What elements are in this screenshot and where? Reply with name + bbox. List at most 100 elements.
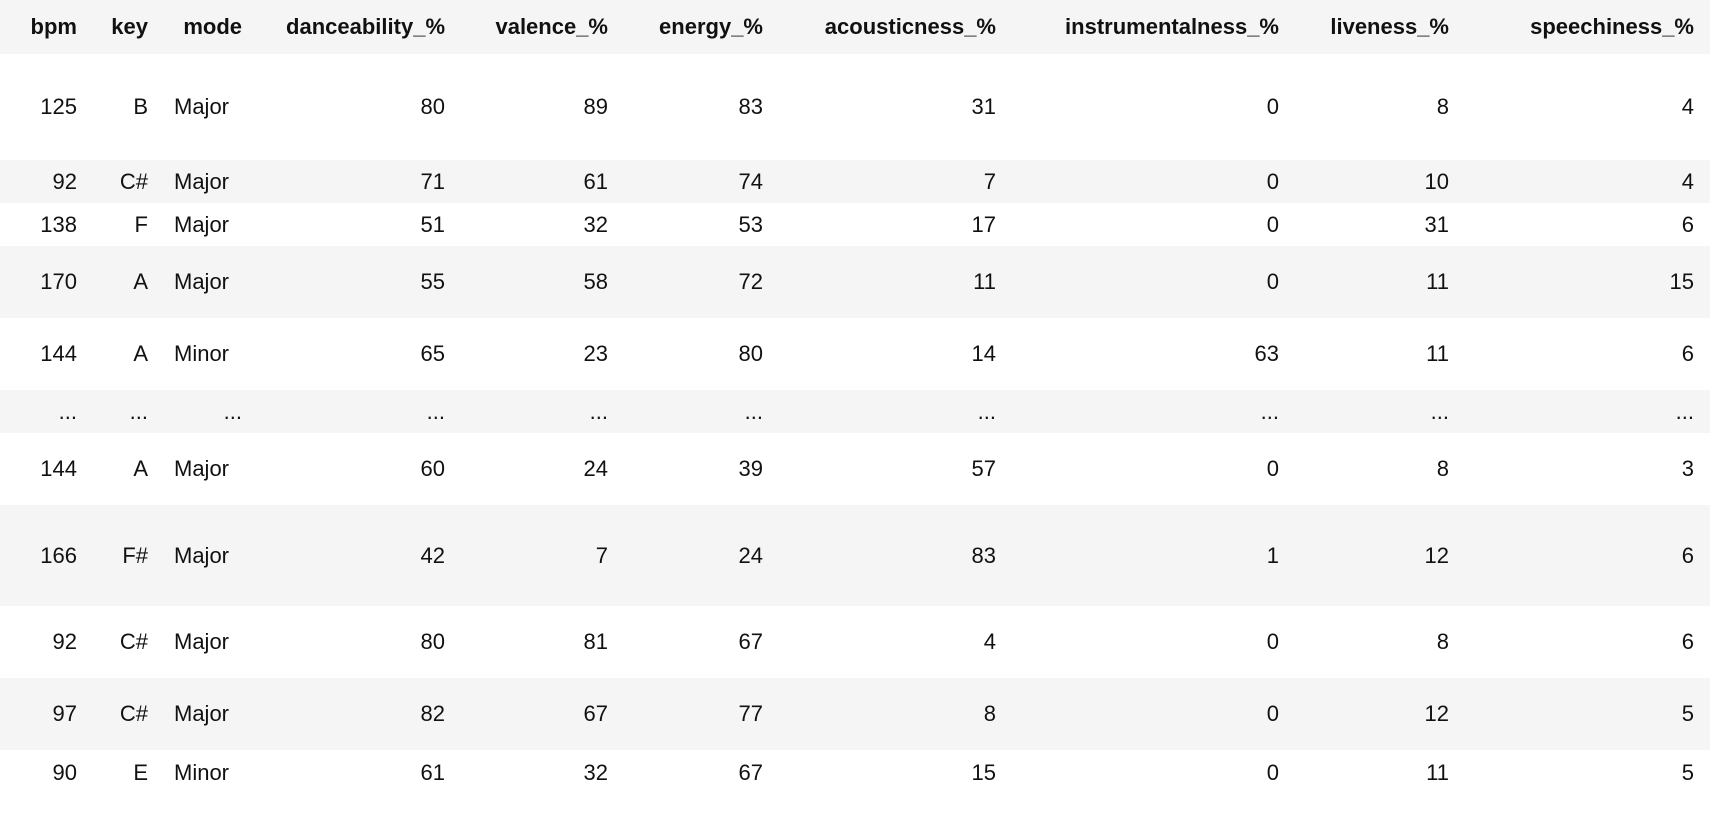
table-row: 144 A Minor 65 23 80 14 63 11 6 xyxy=(0,318,1710,390)
table-cell: 24 xyxy=(738,542,763,568)
table-cell: 63 xyxy=(1254,341,1279,366)
table-cell: A xyxy=(133,341,148,366)
table-cell: 65 xyxy=(420,341,445,366)
table-cell: 67 xyxy=(738,629,763,654)
table-cell: 83 xyxy=(971,542,996,568)
table-cell: 6 xyxy=(1681,542,1694,568)
table-cell: 8 xyxy=(1436,456,1449,481)
table-cell: 10 xyxy=(1424,168,1449,194)
column-header-mode: mode xyxy=(183,14,242,39)
table-cell: 6 xyxy=(1681,629,1694,654)
table-cell: 81 xyxy=(583,629,608,654)
table-row: 92 C# Major 71 61 74 7 0 10 4 xyxy=(0,160,1710,203)
table-cell: 1 xyxy=(1266,542,1279,568)
table-cell: 74 xyxy=(738,168,763,194)
table-cell: ... xyxy=(58,398,77,424)
table-cell: 83 xyxy=(738,94,763,119)
table-cell: ... xyxy=(1675,398,1694,424)
table-cell: 144 xyxy=(40,456,77,481)
table-cell: Major xyxy=(174,542,230,568)
table-cell: 60 xyxy=(420,456,445,481)
table-cell: A xyxy=(133,269,148,294)
dataframe-table: bpm key mode danceability_% valence_% en… xyxy=(0,0,1710,785)
table-cell: 51 xyxy=(420,211,445,237)
table-cell: Major xyxy=(174,211,230,237)
table-cell: 17 xyxy=(971,211,996,237)
table-cell: 42 xyxy=(420,542,445,568)
table-row: 125 B Major 80 89 83 31 0 8 4 xyxy=(0,54,1710,160)
table-cell: F xyxy=(134,211,148,237)
table-cell: Major xyxy=(174,456,230,481)
table-cell: 0 xyxy=(1266,211,1279,237)
column-header-instrumentalness: instrumentalness_% xyxy=(1065,14,1279,39)
table-cell: 80 xyxy=(738,341,763,366)
table-cell: 24 xyxy=(583,456,608,481)
table-cell: 61 xyxy=(420,760,445,785)
table-cell: 14 xyxy=(971,341,996,366)
column-header-speechiness: speechiness_% xyxy=(1530,14,1694,39)
table-cell: Major xyxy=(174,94,230,119)
table-cell: Minor xyxy=(174,760,230,785)
table-cell: C# xyxy=(119,168,148,194)
table-cell: E xyxy=(133,760,148,785)
table-cell: 57 xyxy=(971,456,996,481)
table-cell: B xyxy=(133,94,148,119)
table-cell: Minor xyxy=(174,341,230,366)
table-cell: 4 xyxy=(1681,168,1694,194)
table-cell: 67 xyxy=(738,760,763,785)
table-cell: 6 xyxy=(1681,211,1694,237)
table-cell: 170 xyxy=(40,269,77,294)
table-cell: 7 xyxy=(983,168,996,194)
table-cell: 31 xyxy=(1424,211,1449,237)
table-cell: ... xyxy=(1430,398,1449,424)
table-cell: ... xyxy=(1260,398,1279,424)
table-cell: 53 xyxy=(738,211,763,237)
table-cell: 39 xyxy=(738,456,763,481)
table-cell: 92 xyxy=(52,168,77,194)
column-header-key: key xyxy=(111,14,148,39)
table-cell: 0 xyxy=(1266,94,1279,119)
table-cell: 0 xyxy=(1266,701,1279,726)
table-cell: ... xyxy=(129,398,148,424)
table-cell: 23 xyxy=(583,341,608,366)
table-cell: ... xyxy=(223,398,242,424)
dataframe-table-container: bpm key mode danceability_% valence_% en… xyxy=(0,0,1710,785)
table-cell: 0 xyxy=(1266,760,1279,785)
table-cell: Major xyxy=(174,269,230,294)
table-cell: 0 xyxy=(1266,629,1279,654)
table-cell: 4 xyxy=(1681,94,1694,119)
table-cell: 6 xyxy=(1681,341,1694,366)
table-cell: 125 xyxy=(40,94,77,119)
table-cell: 58 xyxy=(583,269,608,294)
table-cell: C# xyxy=(119,701,148,726)
table-cell: 32 xyxy=(583,760,608,785)
column-header-liveness: liveness_% xyxy=(1330,14,1449,39)
table-cell: ... xyxy=(744,398,763,424)
table-cell: 3 xyxy=(1681,456,1694,481)
column-header-bpm: bpm xyxy=(30,14,77,39)
table-cell: ... xyxy=(589,398,608,424)
table-row: 138 F Major 51 32 53 17 0 31 6 xyxy=(0,203,1710,246)
table-cell: 12 xyxy=(1424,701,1449,726)
table-cell: 0 xyxy=(1266,269,1279,294)
table-cell: 80 xyxy=(420,629,445,654)
table-row: 144 A Major 60 24 39 57 0 8 3 xyxy=(0,433,1710,505)
table-cell: 15 xyxy=(971,760,996,785)
table-cell: 5 xyxy=(1681,760,1694,785)
table-cell: 55 xyxy=(420,269,445,294)
table-cell: 32 xyxy=(583,211,608,237)
table-cell: 11 xyxy=(1426,341,1449,366)
table-cell: 12 xyxy=(1424,542,1449,568)
table-cell: Major xyxy=(174,168,230,194)
table-cell: C# xyxy=(119,629,148,654)
table-cell: 7 xyxy=(595,542,608,568)
table-cell: 8 xyxy=(1436,629,1449,654)
table-cell: 11 xyxy=(1426,760,1449,785)
table-header-row: bpm key mode danceability_% valence_% en… xyxy=(0,0,1710,54)
table-cell: 71 xyxy=(420,168,445,194)
table-cell: ... xyxy=(426,398,445,424)
table-cell: ... xyxy=(977,398,996,424)
table-row: 170 A Major 55 58 72 11 0 11 15 xyxy=(0,246,1710,318)
table-cell: 5 xyxy=(1681,701,1694,726)
table-cell: 90 xyxy=(52,760,77,785)
